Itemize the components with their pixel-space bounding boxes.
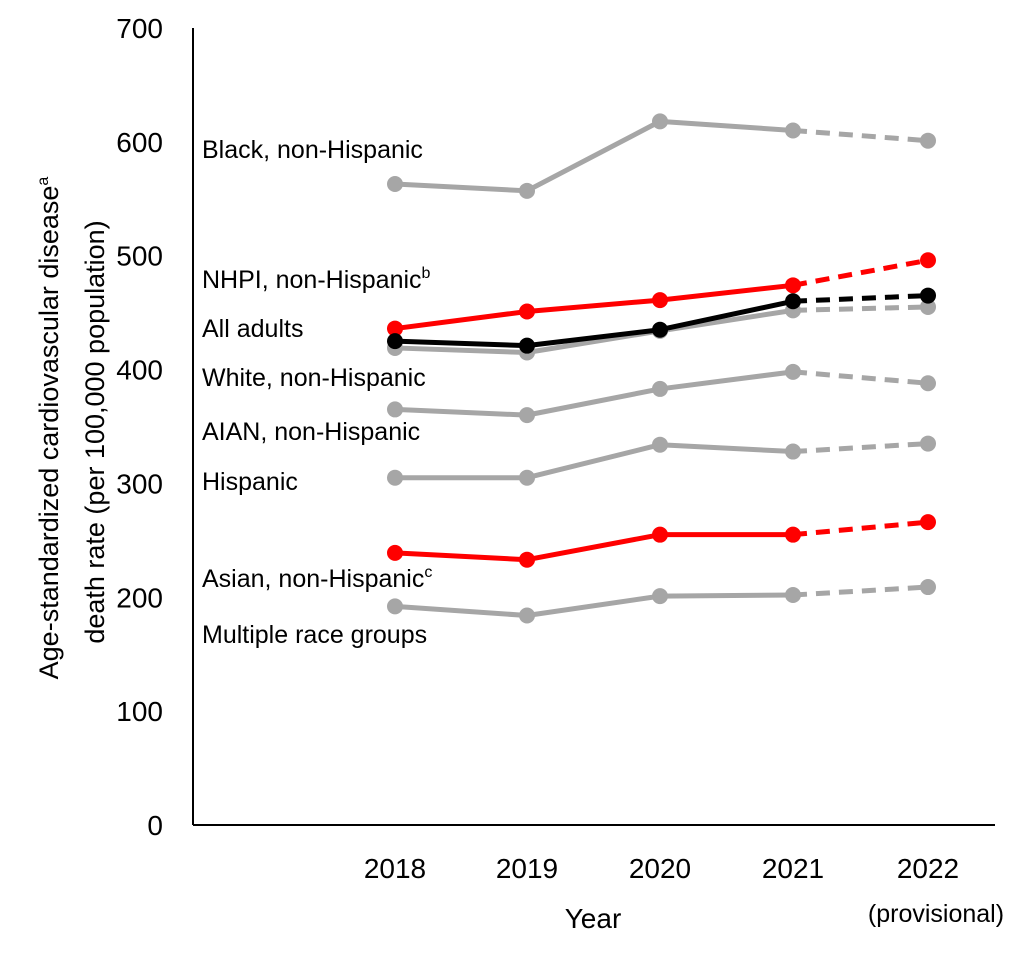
data-point (785, 293, 801, 310)
data-point (920, 514, 936, 531)
y-tick-label: 700 (116, 13, 163, 44)
series-label: All adults (202, 315, 303, 343)
data-point (519, 469, 535, 486)
series-line-solid (394, 282, 794, 332)
data-point (387, 544, 403, 561)
data-point (785, 443, 801, 460)
data-point (920, 298, 936, 315)
data-point (387, 401, 403, 418)
series-label: Hispanic (202, 468, 298, 496)
x-tick-sublabel: (provisional) (868, 900, 1004, 928)
x-axis-title: Year (565, 903, 622, 934)
data-point (785, 526, 801, 543)
series-line-dashed (792, 304, 929, 313)
chart-axes: 0 100 200 300 400 500 600 700 2018 2019 2020 2021 20… (116, 13, 1004, 928)
data-point (387, 320, 403, 337)
data-point (652, 113, 668, 130)
data-point (920, 375, 936, 392)
y-tick-label: 300 (116, 468, 163, 499)
data-point (387, 333, 403, 350)
y-axis-title-line1: Age-standardized cardiovascular diseasea (34, 177, 64, 680)
y-axis-title-line2: death rate (per 100,000 population) (80, 220, 110, 643)
series-aian-non-hispanic (387, 363, 936, 424)
x-tick-label: 2020 (629, 853, 691, 884)
data-point (920, 579, 936, 596)
chart-series (387, 113, 936, 624)
data-point (652, 526, 668, 543)
series-multiple-race-groups (387, 579, 936, 624)
data-point (652, 436, 668, 453)
data-point (519, 407, 535, 424)
data-point (387, 598, 403, 615)
series-line-solid (394, 369, 794, 418)
data-point (652, 588, 668, 605)
series-line-dashed (792, 441, 929, 455)
data-point (785, 587, 801, 604)
series-line-dashed (792, 369, 929, 386)
series-label: AIAN, non-Hispanic (202, 418, 420, 446)
series-label: Asian, non-Hispanicc (202, 564, 432, 593)
data-point (652, 321, 668, 338)
series-line-solid (394, 592, 794, 619)
data-point (785, 277, 801, 294)
y-tick-label: 600 (116, 127, 163, 158)
series-asian-non-hispanic (387, 514, 936, 568)
x-tick-label: 2018 (364, 853, 426, 884)
y-tick-label: 200 (116, 582, 163, 613)
series-all-adults (387, 287, 936, 354)
data-point (920, 435, 936, 452)
series-line-dashed (792, 127, 929, 144)
series-line-solid (394, 307, 794, 355)
series-line-dashed (792, 584, 929, 598)
series-label: Multiple race groups (202, 621, 427, 649)
y-tick-label: 400 (116, 355, 163, 386)
data-point (785, 363, 801, 380)
data-point (387, 175, 403, 192)
x-tick-label: 2022 (897, 853, 959, 884)
series-nhpi-non-hispanic (387, 252, 936, 337)
data-point (519, 337, 535, 354)
data-point (652, 380, 668, 397)
series-label: White, non-Hispanic (202, 364, 426, 392)
data-point (920, 132, 936, 149)
series-label: Black, non-Hispanic (202, 136, 423, 164)
series-line-solid (395, 442, 794, 481)
y-tick-label: 0 (147, 810, 163, 841)
series-line-dashed (792, 293, 929, 304)
series-black-non-hispanic (387, 113, 936, 199)
series-hispanic (387, 435, 936, 486)
data-point (785, 122, 801, 139)
data-point (920, 252, 936, 269)
y-tick-label: 500 (116, 241, 163, 272)
x-tick-label: 2021 (762, 853, 824, 884)
data-point (519, 607, 535, 624)
y-axis-title: Age-standardized cardiovascular diseasea… (34, 177, 110, 680)
series-line-solid (394, 118, 794, 194)
series-label: NHPI, non-Hispanicb (202, 265, 431, 294)
y-tick-label: 100 (116, 696, 163, 727)
data-point (387, 469, 403, 486)
data-point (652, 292, 668, 309)
x-tick-label: 2019 (496, 853, 558, 884)
data-point (920, 287, 936, 304)
data-point (519, 182, 535, 199)
series-labels: Black, non-Hispanic White, non-Hispanic AI… (202, 136, 432, 649)
series-line-solid (394, 298, 794, 349)
data-point (519, 551, 535, 568)
series-line-dashed (792, 257, 929, 288)
series-line-solid (394, 532, 793, 563)
data-point (519, 303, 535, 320)
series-line-dashed (792, 519, 929, 538)
x-axis-title: Year (565, 903, 622, 934)
